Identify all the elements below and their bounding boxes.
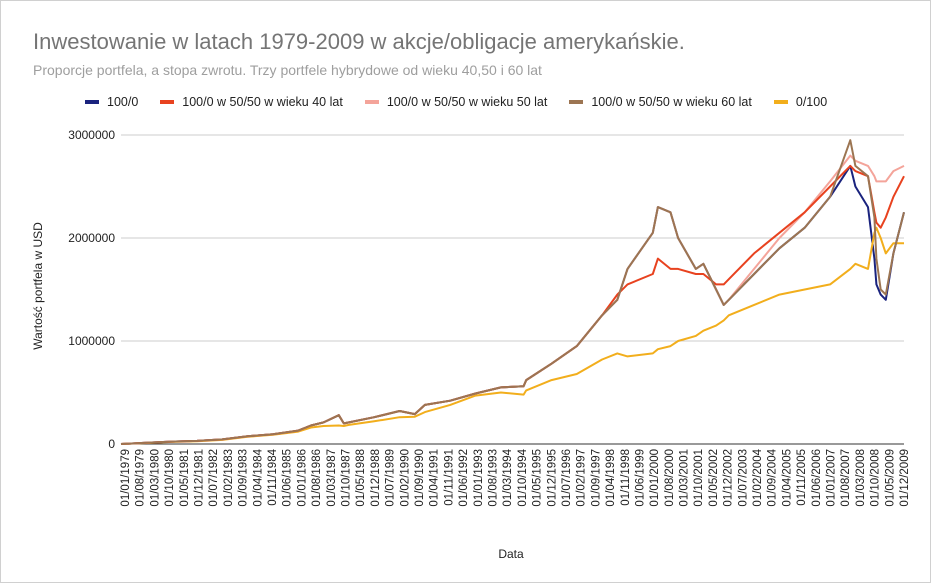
x-tick-label: 01/03/2001 xyxy=(679,449,691,507)
legend-swatch xyxy=(85,100,99,104)
x-tick-label: 01/11/1984 xyxy=(267,448,279,505)
legend-label: 100/0 w 50/50 w wieku 50 lat xyxy=(386,95,548,109)
legend-swatch xyxy=(364,100,379,104)
x-tick-label: 01/01/2000 xyxy=(649,449,661,507)
x-tick-label: 01/10/1987 xyxy=(340,449,352,507)
x-tick-label: 01/04/1998 xyxy=(605,449,617,507)
x-tick-label: 01/05/1995 xyxy=(532,449,544,507)
chart-subtitle: Proporcje portfela, a stopa zwrotu. Trzy… xyxy=(33,62,542,78)
x-tick-label: 01/09/1983 xyxy=(238,449,250,507)
series-line-0 xyxy=(120,164,905,445)
x-tick-label: 01/09/2004 xyxy=(767,448,779,506)
legend-label: 100/0 w 50/50 w wieku 40 lat xyxy=(182,95,343,109)
x-tick-label: 01/02/1990 xyxy=(399,449,411,507)
x-tick-label: 01/12/1995 xyxy=(546,449,558,507)
legend-item-0: 100/0 xyxy=(85,95,138,109)
x-tick-label: 01/10/2001 xyxy=(693,449,705,507)
legend-label: 100/0 xyxy=(107,95,139,109)
x-tick-label: 01/11/1998 xyxy=(620,449,632,506)
y-tick-label: 2000000 xyxy=(68,231,115,245)
x-tick-label: 01/07/1982 xyxy=(208,449,220,507)
y-tick-label: 3000000 xyxy=(68,128,115,142)
x-tick-label: 01/06/1992 xyxy=(458,449,470,507)
x-tick-label: 01/02/1997 xyxy=(576,449,588,507)
x-tick-label: 01/01/1979 xyxy=(120,449,132,507)
legend-label: 0/100 xyxy=(795,95,828,109)
x-tick-label: 01/01/2007 xyxy=(826,449,838,507)
x-tick-label: 01/03/1987 xyxy=(326,449,338,507)
chart-title: Inwestowanie w latach 1979-2009 w akcje/… xyxy=(33,29,685,54)
x-tick-label: 01/09/1997 xyxy=(590,449,602,507)
legend: 100/0 100/0 w 50/50 w wieku 40 lat 100/0 w… xyxy=(85,95,849,109)
x-tick-label: 01/04/1984 xyxy=(252,448,264,506)
x-tick-label: 01/08/1986 xyxy=(311,449,323,507)
x-tick-label: 01/07/1989 xyxy=(385,449,397,507)
legend-swatch xyxy=(773,100,788,104)
x-tick-label: 01/12/1981 xyxy=(194,449,206,507)
x-tick-label: 01/08/1979 xyxy=(135,449,147,507)
legend-item-3: 100/0 w 50/50 w wieku 60 lat xyxy=(569,95,752,109)
x-tick-label: 01/12/2002 xyxy=(723,449,735,507)
x-tick-label: 01/02/1983 xyxy=(223,449,235,507)
legend-swatch xyxy=(160,100,175,104)
x-tick-label: 01/05/1988 xyxy=(355,449,367,507)
x-tick-label: 01/10/1980 xyxy=(164,449,176,507)
x-tick-label: 01/03/1980 xyxy=(149,449,161,507)
x-tick-label: 01/06/2006 xyxy=(811,449,823,507)
legend-label: 100/0 w 50/50 w wieku 60 lat xyxy=(591,95,752,109)
x-tick-label: 01/04/2005 xyxy=(781,449,793,507)
x-tick-label: 01/11/2005 xyxy=(796,449,808,506)
x-tick-label: 01/08/2000 xyxy=(664,449,676,507)
y-axis-label: Wartość portfela w USD xyxy=(31,222,45,350)
x-tick-label: 01/08/2007 xyxy=(840,449,852,507)
x-tick-label: 01/08/1993 xyxy=(487,449,499,507)
x-tick-label: 01/10/2008 xyxy=(870,449,882,507)
x-tick-label: 01/05/1981 xyxy=(179,449,191,507)
x-tick-label: 01/01/1993 xyxy=(473,449,485,507)
x-tick-label: 01/07/1996 xyxy=(561,449,573,507)
x-tick-label: 01/05/2009 xyxy=(884,449,896,507)
series-line-1 xyxy=(120,164,905,445)
x-tick-label: 01/02/2004 xyxy=(752,448,764,506)
legend-item-1: 100/0 w 50/50 w wieku 40 lat xyxy=(160,95,343,109)
legend-item-4: 0/100 xyxy=(773,95,828,109)
x-tick-label: 01/12/1988 xyxy=(370,449,382,507)
x-tick-label: 01/03/1994 xyxy=(502,448,514,506)
series-line-3 xyxy=(120,139,905,445)
x-tick-label: 01/01/1986 xyxy=(296,449,308,507)
x-tick-label: 01/11/1991 xyxy=(443,449,455,506)
x-tick-label: 01/07/2003 xyxy=(737,449,749,507)
y-tick-label: 1000000 xyxy=(68,334,115,348)
x-tick-label: 01/03/2008 xyxy=(855,449,867,507)
series-line-4 xyxy=(120,226,904,445)
x-tick-label: 01/05/2002 xyxy=(708,449,720,507)
x-tick-label: 01/04/1991 xyxy=(429,449,441,507)
legend-swatch xyxy=(569,100,584,104)
x-tick-label: 01/06/1985 xyxy=(282,449,294,507)
x-tick-label: 01/06/1999 xyxy=(634,449,646,507)
x-tick-label: 01/10/1994 xyxy=(517,448,529,506)
x-tick-label: 01/12/2009 xyxy=(899,449,911,507)
x-axis-label: Data xyxy=(498,547,524,561)
legend-item-2: 100/0 w 50/50 w wieku 50 lat xyxy=(364,95,548,109)
y-tick-label: 0 xyxy=(108,437,115,451)
x-tick-label: 01/09/1990 xyxy=(414,449,426,507)
series-line-2 xyxy=(120,154,905,445)
